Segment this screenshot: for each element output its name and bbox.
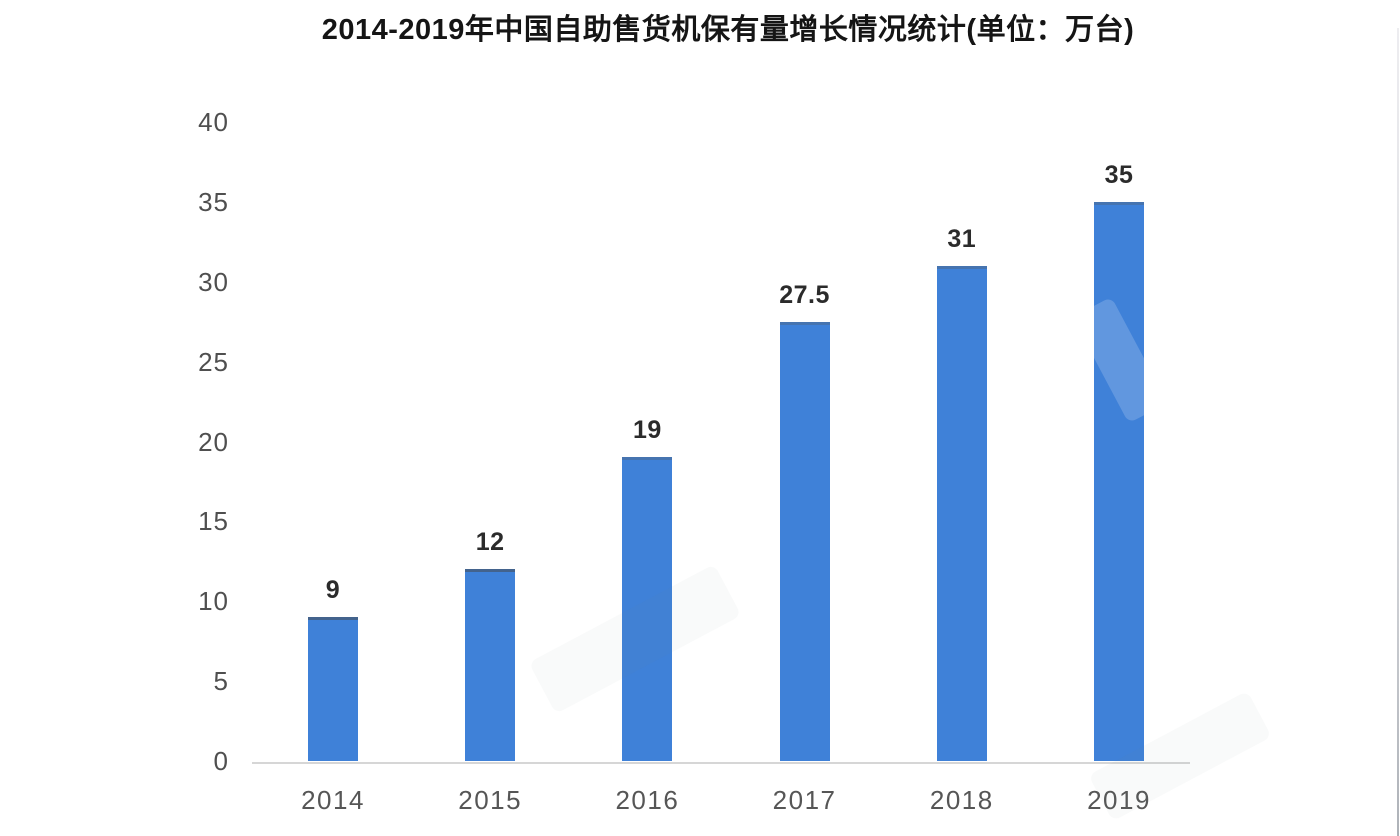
y-axis-tick-label: 40 [198,107,229,137]
y-axis-tick-label: 10 [198,586,229,617]
chart-title: 2014-2019年中国自助售货机保有量增长情况统计(单位：万台) [321,14,1135,46]
bar-value-label: 31 [947,224,977,253]
bar [936,265,987,761]
bar [779,321,830,761]
x-axis-label: 2017 [772,785,837,815]
bar-value-label: 9 [325,576,341,605]
x-axis-label: 2014 [301,785,365,815]
right-edge-line [1397,28,1399,836]
x-axis-line [252,762,1190,764]
bar [465,569,516,761]
bar [308,617,358,761]
bar [1094,201,1144,761]
x-axis-label: 2016 [615,785,680,815]
y-axis-tick-label: 30 [198,266,229,297]
bar-value-label: 27.5 [779,280,830,309]
y-axis-tick-label: 0 [213,746,229,776]
x-axis-label: 2019 [1087,785,1151,815]
y-axis-tick-label: 5 [213,666,229,697]
y-axis-tick-label: 25 [198,346,229,377]
y-axis-tick-label: 20 [198,426,229,457]
y-axis-tick-label: 15 [198,506,229,537]
bar-value-label: 35 [1104,160,1134,189]
x-axis-label: 2015 [458,785,523,815]
y-axis-tick-label: 35 [198,186,229,217]
x-axis-label: 2018 [929,785,994,815]
bar [622,457,673,761]
bar-value-label: 19 [632,416,662,445]
bar-value-label: 12 [475,528,505,557]
